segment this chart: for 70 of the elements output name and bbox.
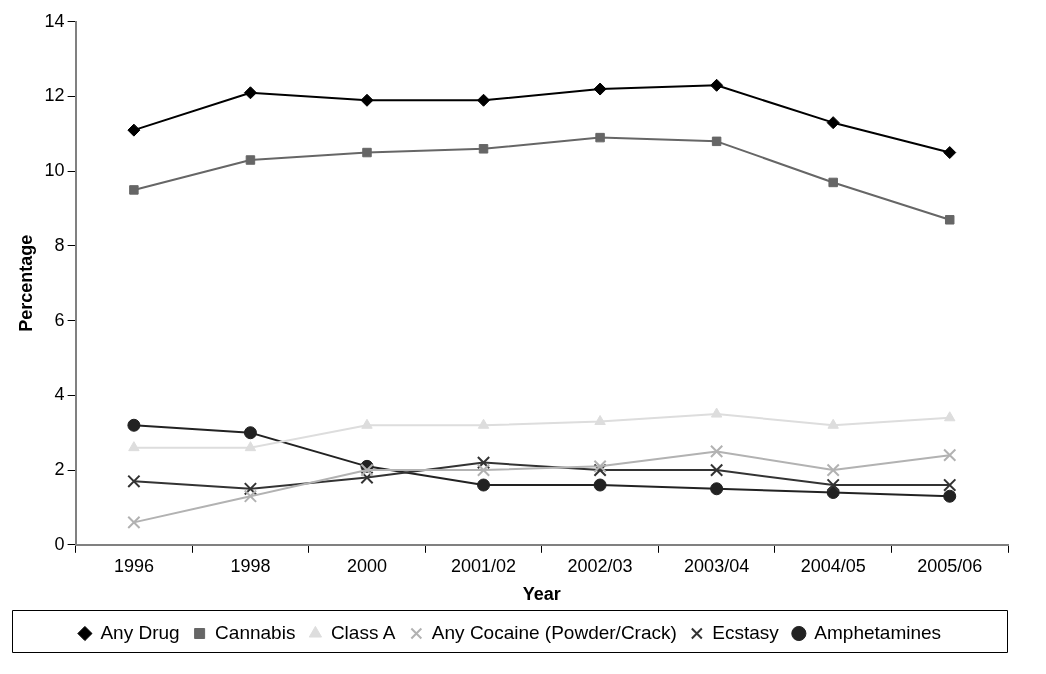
x-tick-label: 1996 bbox=[113, 555, 154, 576]
y-tick-label: 14 bbox=[44, 10, 65, 31]
point bbox=[943, 146, 957, 160]
point bbox=[944, 411, 956, 422]
y-axis-title: Percentage bbox=[15, 234, 36, 332]
point bbox=[709, 463, 724, 477]
point bbox=[595, 132, 605, 143]
point bbox=[127, 418, 141, 432]
x-tick-label: 2001/02 bbox=[451, 555, 517, 576]
point bbox=[478, 144, 489, 154]
point bbox=[476, 463, 491, 477]
point bbox=[710, 78, 724, 92]
point bbox=[360, 463, 374, 477]
point bbox=[129, 185, 139, 195]
point bbox=[710, 407, 723, 418]
point bbox=[943, 478, 957, 492]
point bbox=[243, 482, 258, 496]
point bbox=[826, 478, 840, 492]
point bbox=[361, 418, 373, 429]
y-tick-label: 10 bbox=[44, 160, 65, 181]
point bbox=[593, 82, 607, 96]
point bbox=[943, 489, 957, 503]
point bbox=[127, 515, 141, 530]
legend-label: Class A bbox=[330, 621, 396, 643]
point bbox=[710, 482, 724, 496]
point bbox=[594, 415, 606, 426]
point bbox=[593, 463, 607, 477]
x-tick-label: 2002/03 bbox=[567, 555, 633, 576]
x-tick-label: 2003/04 bbox=[684, 555, 750, 576]
point bbox=[477, 478, 491, 492]
point bbox=[127, 474, 141, 488]
legend-label: Cannabis bbox=[215, 621, 296, 643]
point bbox=[476, 455, 491, 470]
y-tick-label: 6 bbox=[54, 309, 65, 330]
x-tick-label: 2004/05 bbox=[800, 555, 866, 576]
y-tick-label: 2 bbox=[54, 459, 65, 480]
point bbox=[944, 215, 955, 225]
x-axis-title: Year bbox=[522, 584, 561, 605]
point bbox=[360, 93, 374, 107]
legend-label: Any Drug bbox=[100, 621, 180, 643]
legend-label: Amphetamines bbox=[814, 621, 942, 643]
point bbox=[477, 418, 490, 429]
point bbox=[243, 489, 258, 503]
legend-label: Ecstasy bbox=[712, 621, 780, 643]
point bbox=[128, 441, 140, 452]
x-tick-label: 1998 bbox=[230, 555, 271, 576]
point bbox=[828, 177, 838, 188]
point bbox=[243, 426, 257, 440]
y-tick-label: 4 bbox=[54, 384, 65, 405]
point bbox=[827, 418, 839, 429]
legend-label: Any Cocaine (Powder/Crack) bbox=[431, 621, 677, 643]
point bbox=[362, 147, 372, 158]
point bbox=[243, 86, 257, 100]
x-tick-label: 2000 bbox=[346, 555, 388, 576]
y-tick-label: 0 bbox=[54, 533, 65, 554]
point bbox=[826, 116, 840, 130]
point bbox=[826, 463, 840, 477]
point bbox=[711, 136, 722, 147]
point bbox=[593, 459, 607, 474]
point bbox=[709, 444, 724, 459]
x-tick-label: 2005/06 bbox=[917, 555, 983, 576]
point bbox=[245, 155, 256, 165]
point bbox=[244, 441, 257, 452]
point bbox=[477, 93, 491, 107]
point bbox=[127, 123, 141, 137]
point bbox=[360, 470, 374, 485]
y-tick-label: 8 bbox=[54, 234, 65, 255]
y-tick-label: 12 bbox=[44, 85, 65, 106]
point bbox=[943, 448, 957, 462]
point bbox=[593, 478, 607, 492]
